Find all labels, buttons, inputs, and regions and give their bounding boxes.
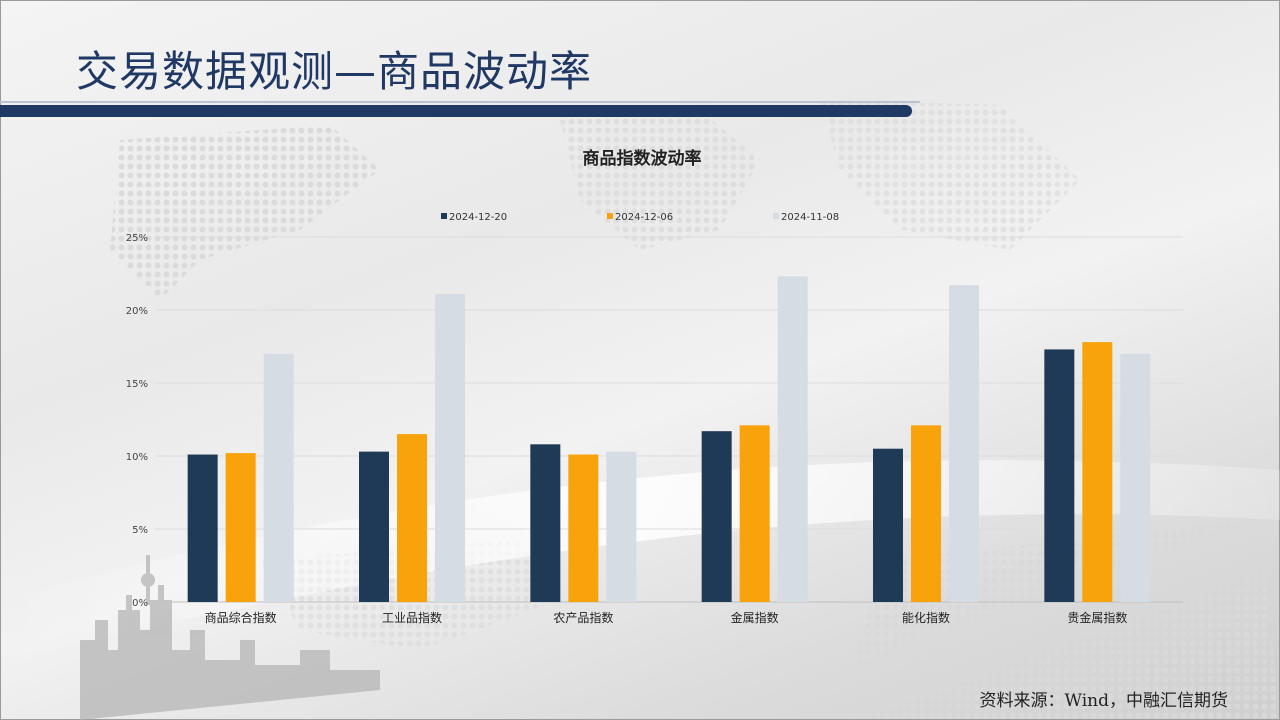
x-tick-label: 商品综合指数 <box>205 610 277 625</box>
x-tick-label: 工业品指数 <box>382 610 442 625</box>
x-tick-label: 能化指数 <box>902 610 950 625</box>
x-tick-label: 贵金属指数 <box>1067 610 1127 625</box>
bar <box>225 453 256 602</box>
bar <box>1120 353 1151 602</box>
data-source-note: 资料来源：Wind，中融汇信期货 <box>979 691 1228 711</box>
y-tick-label: 0% <box>132 598 148 609</box>
bar <box>1044 349 1075 602</box>
bar <box>568 454 599 602</box>
y-tick-label: 5% <box>132 525 148 536</box>
y-tick-label: 20% <box>126 306 148 317</box>
bar <box>530 444 561 602</box>
bar <box>263 353 294 602</box>
slide-title: 交易数据观测—商品波动率 <box>76 47 593 96</box>
y-tick-label: 10% <box>126 452 148 463</box>
bar <box>187 454 218 602</box>
bar <box>1082 342 1113 602</box>
x-tick-label: 金属指数 <box>731 610 779 625</box>
x-tick-label: 农产品指数 <box>553 610 613 625</box>
title-underline-bar <box>0 105 912 117</box>
bar <box>873 448 903 602</box>
bar <box>949 285 979 602</box>
bar <box>397 434 427 602</box>
bar <box>606 451 637 602</box>
bar <box>739 425 770 602</box>
y-tick-label: 25% <box>126 233 148 244</box>
chart-title: 商品指数波动率 <box>583 148 702 169</box>
legend-label: 2024-12-06 <box>615 212 673 223</box>
legend-label: 2024-12-20 <box>449 212 507 223</box>
legend-label: 2024-11-08 <box>781 212 839 223</box>
bar <box>701 431 732 602</box>
legend-swatch <box>773 213 779 219</box>
bar <box>911 425 941 602</box>
bar <box>359 451 389 602</box>
legend-swatch <box>607 213 613 219</box>
y-tick-label: 15% <box>126 379 148 390</box>
title-accent-line <box>0 101 920 103</box>
bar <box>435 293 465 602</box>
bar <box>777 276 808 602</box>
legend-swatch <box>441 213 447 219</box>
